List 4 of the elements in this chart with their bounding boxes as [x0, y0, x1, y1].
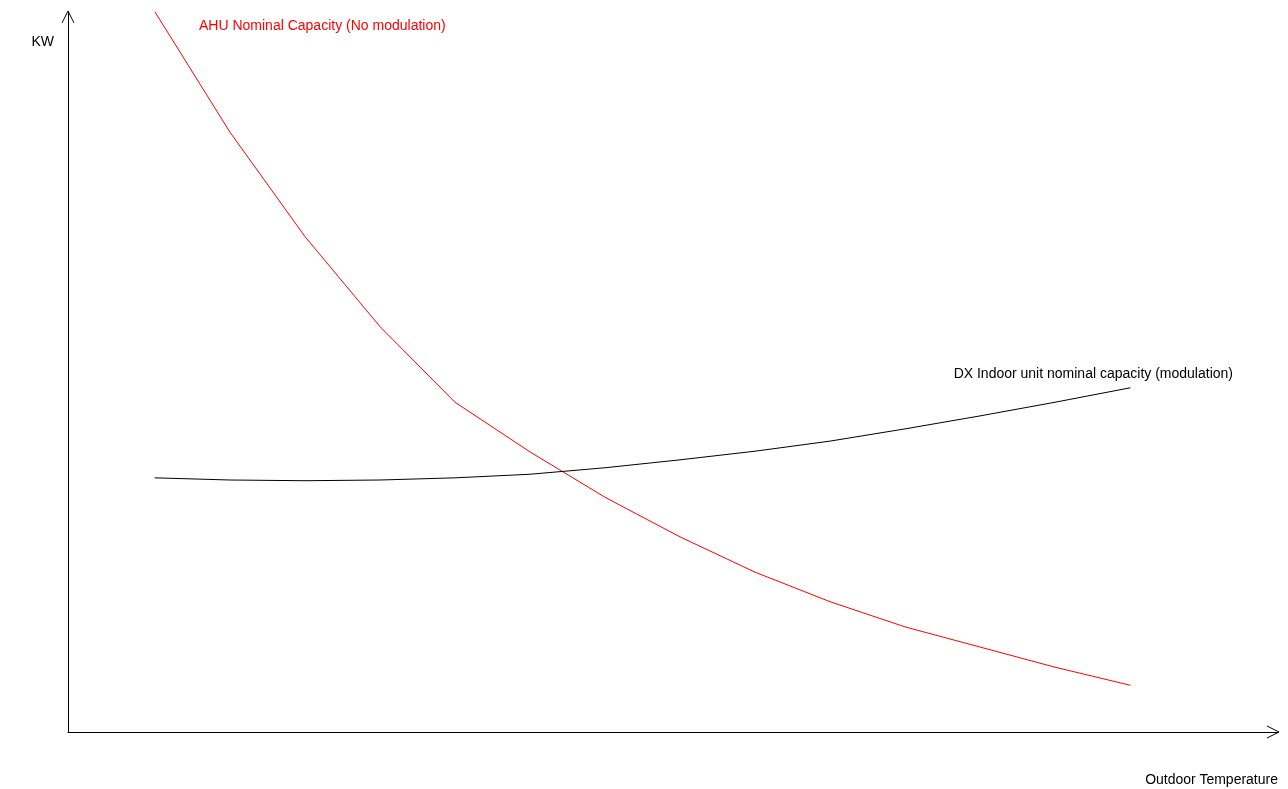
series-label: DX Indoor unit nominal capacity (modulation) [953, 364, 1233, 381]
x-axis-title: Outdoor Temperature [1145, 771, 1279, 787]
y-axis-title: KW [31, 33, 55, 49]
series-label: AHU Nominal Capacity (No modulation) [199, 17, 446, 33]
